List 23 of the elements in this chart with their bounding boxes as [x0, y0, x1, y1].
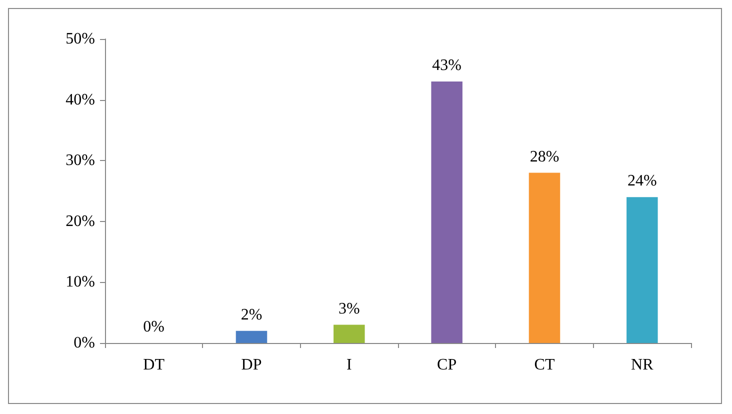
- data-label: 43%: [432, 57, 462, 74]
- x-tick-label: NR: [631, 356, 654, 374]
- y-tick-label: 40%: [66, 91, 95, 108]
- data-label: 0%: [143, 318, 164, 336]
- y-tick-label: 10%: [66, 274, 95, 291]
- y-tick-label: 20%: [66, 212, 95, 230]
- y-tick-label: 30%: [66, 152, 95, 170]
- bar: [626, 197, 658, 343]
- x-tick-label: CT: [534, 356, 555, 374]
- y-tick-label: 0%: [74, 334, 95, 352]
- x-tick-label: DT: [143, 356, 165, 374]
- bar: [528, 172, 560, 343]
- x-tick-label: CP: [437, 356, 457, 374]
- bar: [431, 82, 462, 343]
- x-tick-label: I: [346, 356, 352, 374]
- x-tick-label: DP: [241, 356, 262, 374]
- data-label: 24%: [628, 172, 657, 190]
- y-tick-label: 50%: [66, 30, 95, 48]
- data-label: 3%: [338, 300, 360, 318]
- bar: [236, 330, 268, 343]
- data-label: 2%: [240, 306, 262, 324]
- bar: [334, 324, 365, 343]
- data-label: 28%: [530, 148, 560, 166]
